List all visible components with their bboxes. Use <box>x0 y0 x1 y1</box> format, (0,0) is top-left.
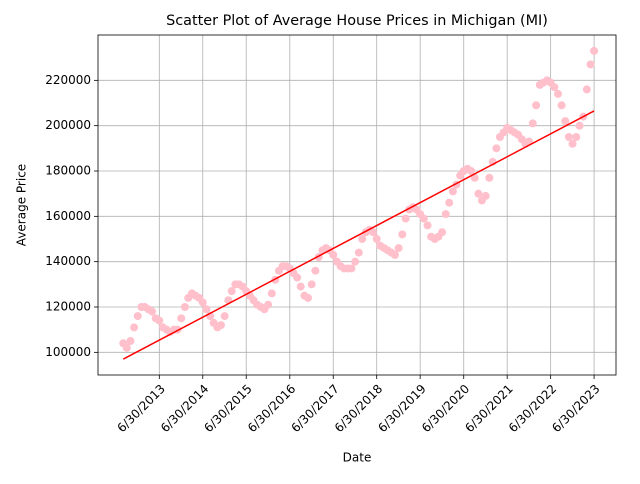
scatter-point <box>423 221 432 230</box>
scatter-point <box>582 85 591 94</box>
scatter-point <box>155 316 164 325</box>
scatter-point <box>354 248 363 257</box>
scatter-point <box>227 287 236 296</box>
scatter-point <box>304 293 313 302</box>
scatter-point <box>122 343 131 352</box>
trend-line <box>122 110 595 360</box>
y-tick-label: 100000 <box>45 345 91 359</box>
scatter-point <box>220 312 229 321</box>
scatter-point <box>369 228 378 237</box>
scatter-point <box>492 144 501 153</box>
scatter-point <box>528 119 537 128</box>
scatter-point <box>557 101 566 110</box>
scatter-point <box>372 235 381 243</box>
scatter-point <box>561 117 570 126</box>
scatter-point <box>351 257 360 266</box>
plot-frame <box>97 34 617 376</box>
scatter-point <box>130 323 139 332</box>
scatter-point <box>126 337 135 345</box>
scatter-point <box>572 133 581 141</box>
scatter-point <box>133 312 142 321</box>
scatter-point <box>575 121 584 130</box>
scatter-point <box>329 250 338 259</box>
y-tick-label: 180000 <box>45 164 91 178</box>
scatter-point <box>481 191 490 200</box>
scatter-point <box>267 289 276 298</box>
scatter-point <box>554 89 563 98</box>
scatter-point <box>307 280 316 289</box>
scatter-point <box>467 167 476 175</box>
scatter-point <box>202 305 211 314</box>
scatter-point <box>532 101 541 110</box>
scatter-point <box>390 250 399 259</box>
scatter-point <box>470 173 479 182</box>
scatter-point <box>358 235 367 243</box>
chart-title: Scatter Plot of Average House Prices in … <box>166 13 548 29</box>
scatter-point <box>474 189 483 198</box>
y-axis-label: Average Price <box>15 164 29 246</box>
scatter-point <box>398 230 407 239</box>
y-tick-label: 160000 <box>45 209 91 223</box>
scatter-point <box>568 139 577 148</box>
y-tick-label: 120000 <box>45 300 91 314</box>
y-tick-label: 200000 <box>45 118 91 132</box>
scatter-point <box>419 214 428 223</box>
scatter-point <box>180 303 189 311</box>
y-tick-label: 140000 <box>45 254 91 268</box>
scatter-point <box>198 298 207 307</box>
scatter-point <box>216 321 225 330</box>
scatter-point <box>445 198 454 207</box>
scatter-point <box>448 187 457 196</box>
scatter-point <box>564 133 573 141</box>
scatter-point <box>485 173 494 182</box>
scatter-point <box>264 300 273 309</box>
scatter-point <box>441 210 450 219</box>
scatter-point <box>347 264 356 273</box>
scatter-point <box>438 228 447 237</box>
scatter-point <box>394 244 403 253</box>
scatter-point <box>590 46 599 55</box>
y-tick-label: 220000 <box>45 73 91 87</box>
x-axis-label: Date <box>343 451 372 465</box>
scatter-point <box>311 266 320 275</box>
scatter-point <box>148 307 157 316</box>
scatter-point <box>296 282 305 291</box>
scatter-point <box>401 214 410 223</box>
scatter-point <box>293 273 302 282</box>
scatter-point <box>586 60 595 69</box>
scatter-point <box>550 83 559 92</box>
scatter-point <box>177 314 186 323</box>
